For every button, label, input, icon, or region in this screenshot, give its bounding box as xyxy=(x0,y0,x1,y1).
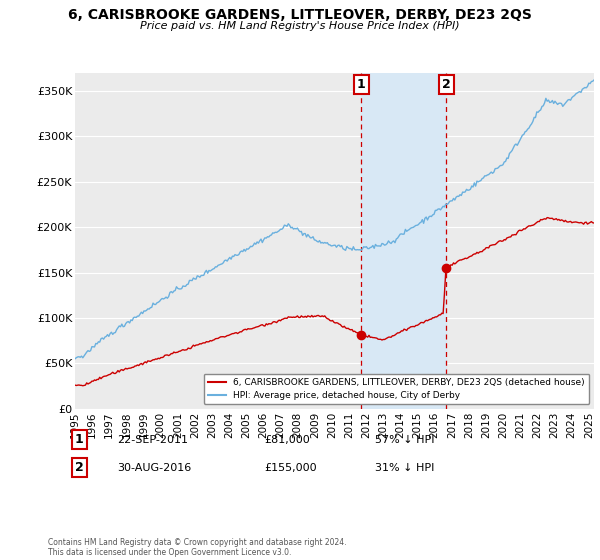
Text: 22-SEP-2011: 22-SEP-2011 xyxy=(117,435,188,445)
Text: 1: 1 xyxy=(357,78,366,91)
Text: 2: 2 xyxy=(75,461,83,474)
Text: 2: 2 xyxy=(442,78,451,91)
Text: 6, CARISBROOKE GARDENS, LITTLEOVER, DERBY, DE23 2QS: 6, CARISBROOKE GARDENS, LITTLEOVER, DERB… xyxy=(68,8,532,22)
Text: £81,000: £81,000 xyxy=(264,435,310,445)
Text: Contains HM Land Registry data © Crown copyright and database right 2024.
This d: Contains HM Land Registry data © Crown c… xyxy=(48,538,347,557)
Text: 30-AUG-2016: 30-AUG-2016 xyxy=(117,463,191,473)
Text: Price paid vs. HM Land Registry's House Price Index (HPI): Price paid vs. HM Land Registry's House … xyxy=(140,21,460,31)
Text: £155,000: £155,000 xyxy=(264,463,317,473)
Text: 1: 1 xyxy=(75,433,83,446)
Legend: 6, CARISBROOKE GARDENS, LITTLEOVER, DERBY, DE23 2QS (detached house), HPI: Avera: 6, CARISBROOKE GARDENS, LITTLEOVER, DERB… xyxy=(203,374,589,404)
Text: 57% ↓ HPI: 57% ↓ HPI xyxy=(375,435,434,445)
Bar xyxy=(361,73,446,409)
Text: 31% ↓ HPI: 31% ↓ HPI xyxy=(375,463,434,473)
